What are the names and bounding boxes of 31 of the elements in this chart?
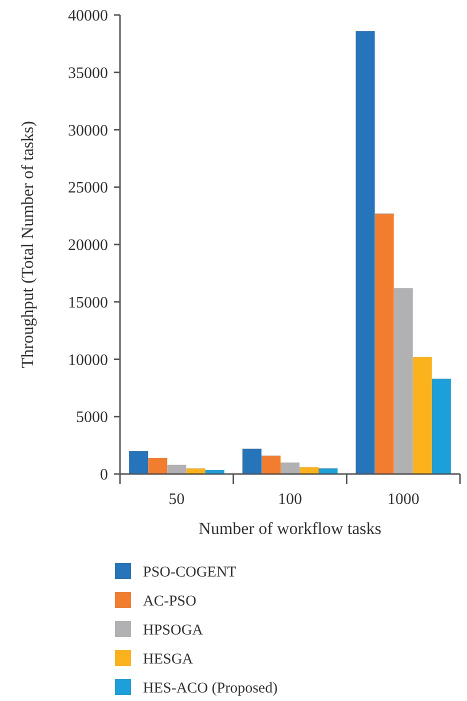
bar: [148, 458, 168, 474]
legend-label: HESGA: [143, 651, 194, 668]
y-tick-label: 0: [100, 466, 108, 484]
bar: [167, 464, 186, 474]
y-tick-label: 5000: [76, 409, 108, 426]
y-tick-label: 10000: [68, 352, 108, 369]
y-tick-label: 20000: [68, 237, 108, 254]
legend-label: HPSOGA: [143, 622, 204, 638]
x-tick-label: 1000: [387, 491, 420, 508]
y-tick-label: 30000: [68, 122, 108, 140]
bar: [129, 451, 148, 474]
x-tick-label: 100: [278, 491, 302, 508]
bar: [394, 288, 413, 474]
legend-label: PSO-COGENT: [143, 564, 236, 580]
y-tick-label: 15000: [68, 294, 108, 312]
bar: [300, 467, 319, 474]
x-tick-label: 50: [168, 491, 185, 508]
bar: [432, 378, 451, 474]
y-tick-label: 35000: [68, 64, 108, 82]
y-tick-label: 25000: [68, 180, 108, 197]
legend-label: HES-ACO (Proposed): [143, 680, 278, 696]
bar: [356, 31, 375, 474]
y-axis-title: Throughput (Total Number of tasks): [18, 120, 37, 368]
bar: [412, 356, 432, 474]
legend-label: AC-PSO: [143, 593, 197, 610]
x-axis-title: Number of workflow tasks: [198, 519, 382, 538]
bar: [242, 448, 262, 474]
y-tick-label: 40000: [68, 8, 108, 25]
bar: [261, 456, 280, 474]
bar: [374, 214, 394, 474]
bar: [280, 462, 300, 474]
